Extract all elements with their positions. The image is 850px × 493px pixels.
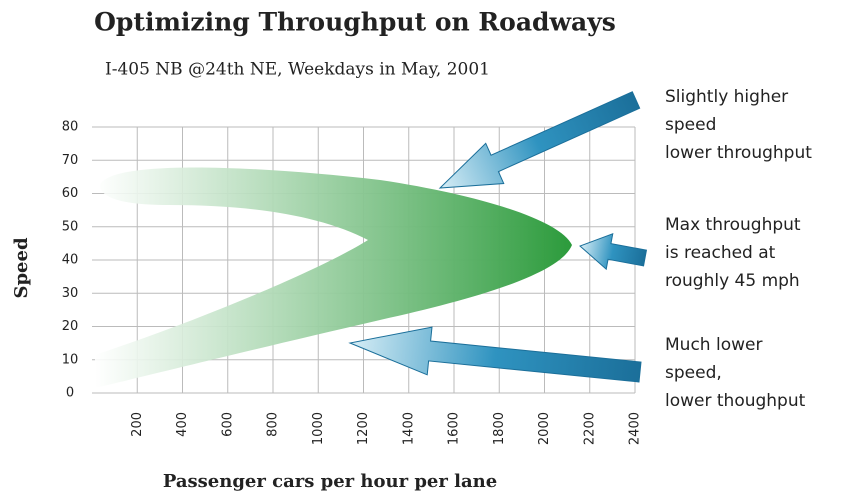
arrow: [348, 326, 642, 383]
x-tick-label: 800: [266, 412, 281, 437]
x-tick-label: 1000: [311, 412, 326, 445]
x-tick-label: 2000: [537, 412, 552, 445]
y-tick-label: 10: [62, 352, 79, 367]
arrow: [438, 91, 641, 189]
x-tick-label: 1200: [356, 412, 371, 445]
annotation: Much lower: [665, 335, 762, 355]
x-tick-label: 2200: [582, 412, 597, 445]
annotation: Slightly higher: [665, 87, 788, 107]
speed-flow-band: [95, 167, 572, 388]
y-tick-label: 80: [62, 120, 79, 135]
chart-subtitle: I-405 NB @24th NE, Weekdays in May, 2001: [105, 60, 490, 80]
y-tick-label: 30: [62, 286, 79, 301]
x-tick-label: 2400: [628, 412, 643, 445]
annotation: is reached at: [665, 243, 776, 263]
annotation: speed: [665, 115, 716, 135]
y-tick-label: 0: [66, 386, 74, 401]
x-tick-label: 1600: [447, 412, 462, 445]
y-tick-label: 50: [62, 219, 79, 234]
y-tick-label: 40: [62, 253, 79, 268]
chart-title: Optimizing Throughput on Roadways: [94, 8, 616, 37]
annotation: roughly 45 mph: [665, 271, 800, 291]
y-tick-label: 20: [62, 319, 79, 334]
y-tick-label: 70: [62, 153, 79, 168]
y-tick-label: 60: [62, 186, 79, 201]
y-axis-label: Speed: [11, 237, 32, 298]
x-tick-label: 600: [220, 412, 235, 437]
x-tick-label: 200: [130, 412, 145, 437]
x-tick-label: 400: [175, 412, 190, 437]
x-axis-label: Passenger cars per hour per lane: [163, 471, 497, 492]
annotation: speed,: [665, 363, 722, 383]
annotation: Max throughput: [665, 215, 801, 235]
x-tick-label: 1400: [401, 412, 416, 445]
arrow: [579, 232, 648, 271]
arrows: [348, 91, 648, 383]
x-tick-label: 1800: [492, 412, 507, 445]
annotation: lower thoughput: [665, 391, 806, 411]
annotation: lower throughput: [665, 143, 812, 163]
